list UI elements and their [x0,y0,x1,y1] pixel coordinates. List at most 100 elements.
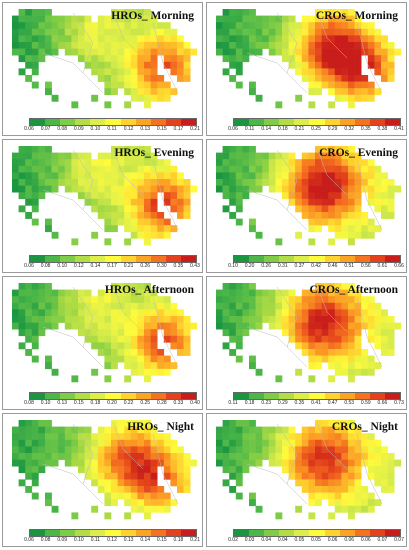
district-boundary [356,159,383,231]
legend-swatch [264,119,280,125]
map-cell [381,335,388,343]
legend-tick-label: 0.07 [40,126,51,132]
map-cell [282,309,289,317]
map-cell [229,198,237,206]
map-cell [255,165,263,173]
map-cell [229,48,237,56]
map-cell [71,459,79,467]
map-cell [249,446,256,454]
map-cell [222,172,230,180]
legend-swatch [234,393,250,399]
map-cell [97,289,105,297]
legend-tick-label: 0.14 [261,126,272,132]
map-cell [144,302,151,310]
map-cell [321,198,329,206]
map-cell [111,88,118,96]
map-cell [354,426,362,434]
map-cell [170,198,178,206]
map-cell [130,453,138,460]
map-cell [117,198,125,206]
map-cell [387,68,395,76]
map-cell [97,165,105,173]
map-cell [295,159,303,167]
map-cell [163,88,171,96]
map-cell [137,486,145,493]
map-panel: HROs_ Night 0.06 0.08 0.09 0.10 0.11 0.12 0.13… [2,413,203,547]
map-cell [144,446,151,454]
map-cell [130,433,138,441]
map-cell [354,55,362,63]
map-cell [104,238,112,246]
map-cell [334,231,342,239]
map-cell [130,81,138,89]
map-cell [374,192,382,200]
district-boundary [152,22,179,94]
map-cell [111,446,118,454]
map-cell [97,335,105,343]
legend-tick-label: 0.10 [228,263,238,269]
legend-swatch [120,256,136,262]
map-cell [295,335,303,343]
map-cell [295,185,303,193]
map-cell [137,368,145,376]
map-cell [295,453,303,460]
map-cell [282,329,289,337]
map-cell [301,55,309,63]
map-cell [111,296,118,304]
map-cell [334,225,342,233]
map-cell [282,459,289,467]
map-cell [45,316,52,323]
map-cell [374,479,382,487]
map-cell [308,302,316,310]
map-cell [144,492,151,500]
map-cell [124,289,132,297]
map-cell [249,433,256,441]
map-cell [117,349,125,356]
map-cell [216,302,223,310]
map-cell [177,453,184,460]
map-cell [78,179,85,186]
map-cell [117,296,125,304]
map-cell [374,61,382,69]
map-cell [91,316,99,323]
map-cell [150,322,158,330]
map-cell [321,192,329,200]
map-cell [12,433,19,441]
map-cell [111,218,118,226]
map-cell [255,185,263,193]
map-cell [111,192,118,200]
map-cell [295,28,303,36]
map-cell [150,88,158,96]
map-cell [117,9,125,16]
map-cell [45,420,52,427]
map-cell [354,231,362,239]
map-cell [150,296,158,304]
map-cell [111,289,118,297]
map-cell [97,185,105,193]
map-cell [216,322,223,330]
map-cell [64,453,72,460]
map-cell [25,185,33,193]
map-cell [367,192,375,200]
map-cell [78,55,85,63]
map-cell [282,48,289,56]
map-cell [104,355,112,363]
map-cell [31,22,39,30]
map-cell [84,165,92,173]
map-cell [64,439,72,447]
map-cell [78,48,85,56]
map-cell [64,296,72,304]
map-cell [374,316,382,323]
map-cell [222,192,230,200]
map-cell [334,172,342,180]
map-cell [137,15,145,23]
map-cell [31,283,39,290]
district-boundary [246,52,308,94]
panel-title: CROs_ Morning [315,10,398,22]
map-cell [328,68,336,76]
legend-swatch [150,119,166,125]
map-cell [341,165,349,173]
map-cell [308,61,316,69]
map-cell [315,446,322,454]
map-cell [354,439,362,447]
